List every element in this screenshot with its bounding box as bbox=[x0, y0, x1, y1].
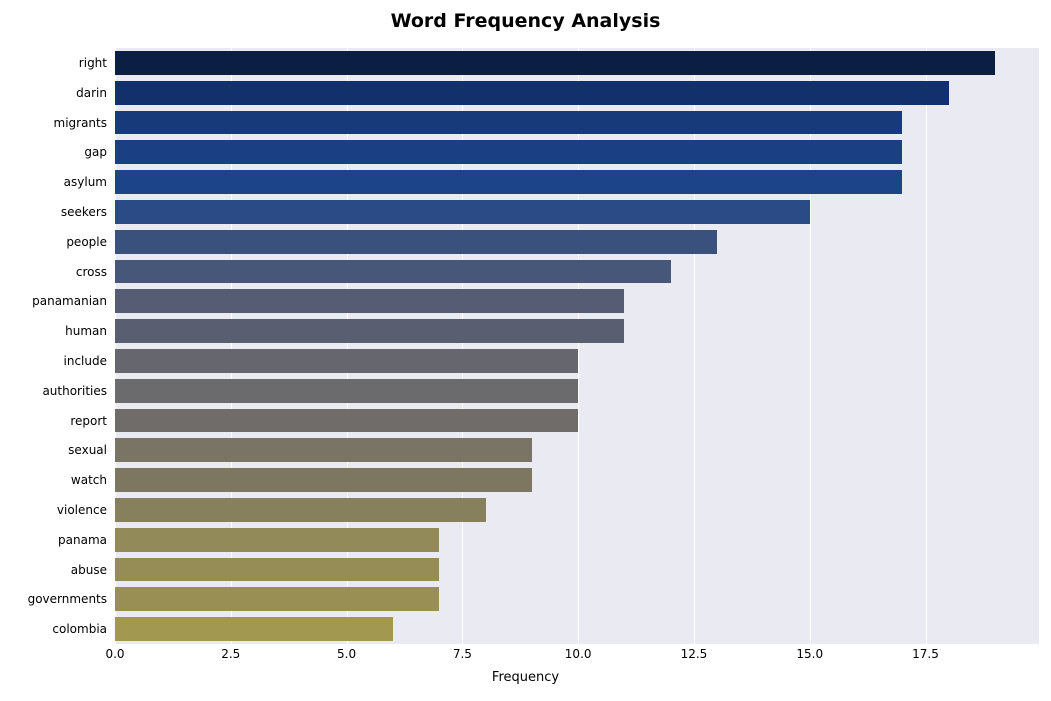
x-tick-label: 15.0 bbox=[796, 648, 823, 660]
y-tick-label: gap bbox=[84, 146, 107, 158]
x-gridline bbox=[347, 48, 348, 644]
bar bbox=[115, 289, 624, 313]
y-tick-label: watch bbox=[71, 474, 107, 486]
y-tick-label: include bbox=[64, 355, 107, 367]
bar bbox=[115, 170, 902, 194]
bar bbox=[115, 81, 949, 105]
x-gridline bbox=[115, 48, 116, 644]
x-tick-label: 2.5 bbox=[221, 648, 240, 660]
x-gridline bbox=[578, 48, 579, 644]
y-tick-label: abuse bbox=[71, 564, 107, 576]
bar bbox=[115, 409, 578, 433]
bar bbox=[115, 438, 532, 462]
y-tick-label: authorities bbox=[42, 385, 107, 397]
bar bbox=[115, 200, 810, 224]
plot-area bbox=[115, 48, 1039, 644]
y-tick-label: governments bbox=[28, 593, 107, 605]
y-tick-label: sexual bbox=[68, 444, 107, 456]
x-tick-label: 7.5 bbox=[453, 648, 472, 660]
bar bbox=[115, 379, 578, 403]
x-gridline bbox=[231, 48, 232, 644]
y-tick-label: darin bbox=[76, 87, 107, 99]
x-tick-label: 10.0 bbox=[565, 648, 592, 660]
y-tick-label: asylum bbox=[64, 176, 107, 188]
y-tick-label: migrants bbox=[54, 117, 108, 129]
x-gridline bbox=[694, 48, 695, 644]
x-tick-label: 17.5 bbox=[912, 648, 939, 660]
y-tick-label: right bbox=[79, 57, 107, 69]
bar bbox=[115, 260, 671, 284]
bar bbox=[115, 528, 439, 552]
y-tick-label: colombia bbox=[52, 623, 107, 635]
x-tick-label: 0.0 bbox=[105, 648, 124, 660]
y-tick-label: panamanian bbox=[32, 295, 107, 307]
x-gridline bbox=[462, 48, 463, 644]
bar bbox=[115, 111, 902, 135]
bar bbox=[115, 140, 902, 164]
chart-title: Word Frequency Analysis bbox=[0, 10, 1051, 32]
bar bbox=[115, 587, 439, 611]
y-tick-label: panama bbox=[58, 534, 107, 546]
bar bbox=[115, 498, 486, 522]
x-gridline bbox=[926, 48, 927, 644]
bar bbox=[115, 51, 995, 75]
y-tick-label: seekers bbox=[61, 206, 107, 218]
bar bbox=[115, 349, 578, 373]
bar bbox=[115, 468, 532, 492]
bar bbox=[115, 230, 717, 254]
bar bbox=[115, 319, 624, 343]
x-tick-label: 12.5 bbox=[681, 648, 708, 660]
bar bbox=[115, 617, 393, 641]
word-frequency-chart: Word Frequency Analysis Frequency 0.0 2.5… bbox=[0, 0, 1051, 701]
y-tick-label: violence bbox=[57, 504, 107, 516]
y-tick-label: human bbox=[65, 325, 107, 337]
x-gridline bbox=[810, 48, 811, 644]
bar bbox=[115, 558, 439, 582]
x-tick-label: 5.0 bbox=[337, 648, 356, 660]
y-tick-label: cross bbox=[76, 266, 107, 278]
y-tick-label: report bbox=[70, 415, 107, 427]
y-tick-label: people bbox=[66, 236, 107, 248]
x-axis-label: Frequency bbox=[0, 670, 1051, 685]
